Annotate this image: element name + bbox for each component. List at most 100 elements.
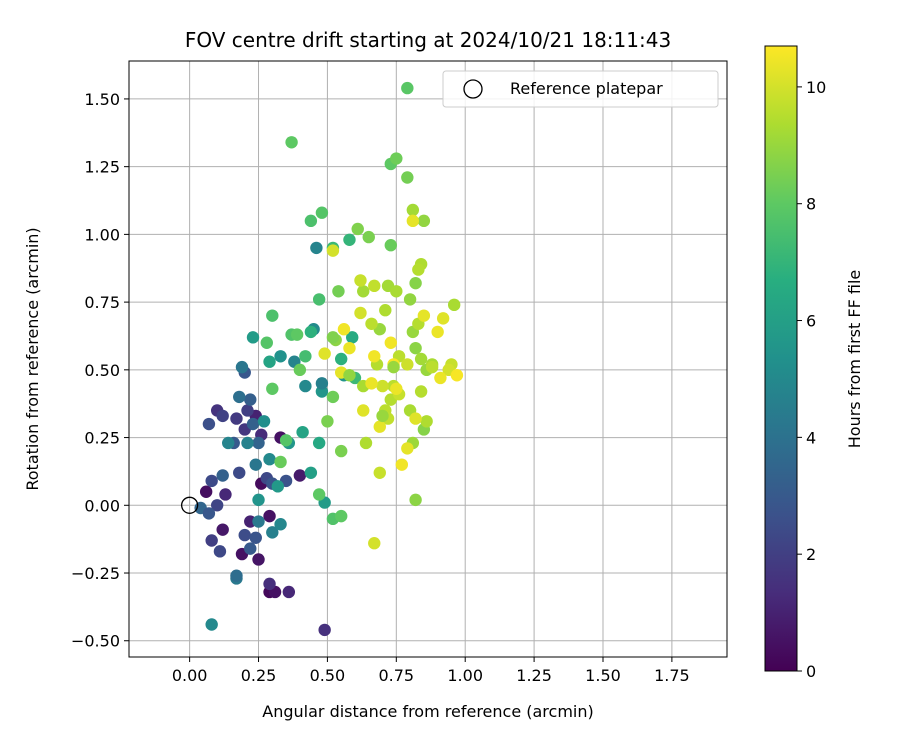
data-point: [244, 542, 257, 555]
reference-point-marker: [180, 496, 199, 514]
data-point: [274, 350, 287, 363]
data-point: [315, 377, 329, 390]
data-point: [414, 385, 428, 398]
colorbar-label: Hours from first FF file: [845, 270, 864, 449]
grid-lines: [129, 61, 727, 657]
legend: Reference platepar: [442, 70, 719, 108]
data-point: [431, 325, 444, 339]
data-point: [417, 309, 431, 322]
colorbar-ticks: 0 2 4 6 8 10: [797, 78, 826, 681]
colorbar-tick-label: 0: [806, 662, 816, 681]
data-point: [263, 453, 276, 466]
y-tick-label: 0.25: [84, 429, 120, 448]
data-point: [312, 293, 326, 306]
data-point: [230, 412, 243, 425]
data-point: [299, 379, 312, 393]
legend-box: [442, 70, 719, 108]
data-point: [257, 415, 271, 428]
data-point: [263, 509, 276, 523]
data-point: [384, 336, 397, 349]
data-point: [406, 203, 420, 217]
data-point: [210, 499, 224, 512]
data-point: [312, 436, 326, 450]
data-point: [304, 466, 318, 479]
colorbar: [764, 45, 798, 672]
data-point: [357, 404, 370, 417]
data-point: [312, 488, 326, 501]
data-point: [365, 377, 378, 390]
data-point: [230, 569, 243, 582]
data-point: [373, 420, 386, 433]
data-point: [409, 493, 422, 507]
data-point: [409, 341, 422, 355]
colorbar-tick-label: 2: [806, 545, 816, 564]
y-tick-label: 0.00: [84, 496, 120, 515]
data-point: [390, 285, 403, 298]
data-point: [249, 458, 262, 471]
data-point: [450, 369, 464, 382]
data-point: [241, 404, 254, 417]
data-point: [271, 480, 285, 493]
data-point: [362, 230, 375, 244]
x-tick-label: 0.75: [378, 666, 414, 685]
x-tick-label: 0.25: [241, 666, 277, 685]
data-point: [285, 136, 298, 149]
data-point: [296, 425, 309, 439]
data-point: [235, 360, 249, 374]
data-point: [299, 350, 312, 363]
data-point: [233, 466, 246, 479]
data-point: [354, 306, 367, 320]
y-axis-ticks: −0.50 −0.25 0.00 0.25 0.50 0.75 1.00 1.25 1.50: [71, 90, 129, 651]
data-point: [334, 352, 348, 366]
data-point: [368, 279, 381, 293]
data-point: [321, 415, 334, 428]
data-point: [326, 331, 340, 344]
data-point: [387, 360, 400, 374]
x-axis-label: Angular distance from reference (arcmin): [262, 702, 593, 721]
data-point: [409, 276, 422, 290]
data-point: [252, 436, 265, 450]
data-point: [390, 152, 403, 165]
y-tick-label: 1.25: [84, 158, 120, 177]
y-tick-label: 1.00: [84, 225, 120, 244]
data-point: [205, 618, 218, 631]
data-point: [390, 382, 403, 395]
data-point: [199, 485, 213, 498]
data-point: [346, 331, 359, 344]
data-point: [274, 518, 287, 531]
data-point: [425, 360, 439, 374]
data-point: [222, 436, 235, 450]
data-point: [263, 577, 276, 591]
data-point: [436, 312, 450, 325]
colorbar-tick-label: 6: [806, 312, 816, 331]
x-tick-label: 1.00: [447, 666, 483, 685]
data-point: [434, 371, 447, 385]
data-point: [337, 323, 351, 336]
data-point: [205, 474, 218, 488]
data-point: [334, 509, 348, 523]
data-point: [315, 206, 329, 219]
legend-label: Reference platepar: [510, 79, 663, 98]
data-point: [202, 417, 216, 431]
y-axis-label: Rotation from reference (arcmin): [23, 227, 42, 490]
data-point: [326, 244, 340, 257]
data-point: [401, 358, 414, 371]
x-tick-label: 1.75: [654, 666, 690, 685]
data-point: [252, 515, 265, 528]
data-point: [354, 274, 367, 287]
data-point: [318, 347, 331, 360]
colorbar-tick-label: 10: [806, 78, 826, 97]
data-point: [266, 309, 279, 322]
data-point: [401, 171, 414, 184]
data-point: [414, 352, 428, 366]
data-point: [376, 409, 389, 423]
data-point: [379, 304, 392, 317]
data-points: [194, 81, 464, 637]
data-point: [233, 390, 246, 404]
data-point: [244, 393, 257, 406]
chart-title: FOV centre drift starting at 2024/10/21 …: [185, 28, 671, 52]
colorbar-tick-label: 8: [806, 195, 816, 214]
colorbar-tick-label: 4: [806, 428, 816, 447]
data-point: [357, 285, 370, 298]
